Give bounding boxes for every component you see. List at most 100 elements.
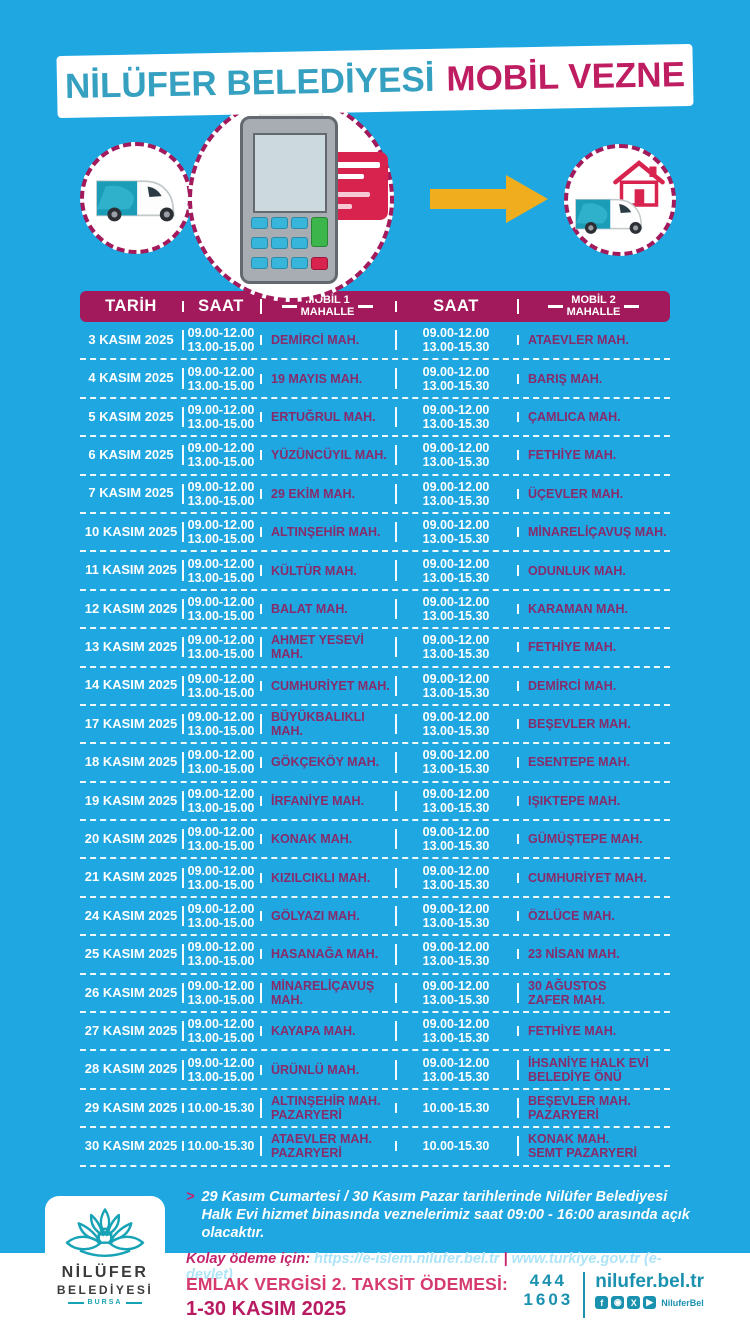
- mahalle-1-cell: KIZILCIKLI MAH.: [260, 871, 395, 885]
- social-icons: f ◉ X ▶ NiluferBel: [595, 1296, 704, 1309]
- mahalle-1-cell: YÜZÜNCÜYIL MAH.: [260, 448, 395, 462]
- time-2-cell: 09.00-12.00 13.00-15.30: [395, 748, 517, 776]
- time-2-cell: 09.00-12.00 13.00-15.30: [395, 403, 517, 431]
- pos-screen: [253, 133, 327, 213]
- call-center-number: 444 1603: [523, 1271, 574, 1309]
- date-cell: 10 KASIM 2025: [84, 523, 178, 539]
- campaign-line2: 1-30 KASIM 2025: [186, 1298, 347, 1320]
- table-row: 26 KASIM 2025 09.00-12.00 13.00-15.00 Mİ…: [80, 975, 670, 1014]
- time-1-cell: 09.00-12.00 13.00-15.00: [182, 1056, 260, 1084]
- date-cell: 5 KASIM 2025: [88, 408, 174, 424]
- payment-links: Kolay ödeme için: https://e-islem.nilufe…: [186, 1251, 662, 1284]
- youtube-icon: ▶: [643, 1296, 657, 1309]
- mahalle-2-cell: ESENTEPE MAH.: [517, 755, 670, 769]
- time-2-cell: 09.00-12.00 13.00-15.30: [395, 787, 517, 815]
- mahalle-2-cell: ÜÇEVLER MAH.: [517, 487, 670, 501]
- table-body: 3 KASIM 2025 09.00-12.00 13.00-15.00 DEM…: [80, 322, 670, 1167]
- date-cell: 25 KASIM 2025: [84, 946, 178, 962]
- mahalle-2-cell: FETHİYE MAH.: [517, 448, 670, 462]
- arrow-icon: [430, 189, 508, 209]
- divider: [583, 1272, 586, 1318]
- time-1-cell: 09.00-12.00 13.00-15.00: [182, 979, 260, 1007]
- house-icon: [613, 160, 665, 207]
- time-2-cell: 09.00-12.00 13.00-15.30: [395, 480, 517, 508]
- e-devlet-link: www.turkiye.gov.tr (e-devlet): [186, 1251, 662, 1284]
- table-row: 20 KASIM 2025 09.00-12.00 13.00-15.00 KO…: [80, 821, 670, 860]
- pos-keypad: [251, 217, 329, 273]
- date-cell: 12 KASIM 2025: [84, 600, 178, 616]
- table-row: 7 KASIM 2025 09.00-12.00 13.00-15.00 29 …: [80, 476, 670, 514]
- table-row: 24 KASIM 2025 09.00-12.00 13.00-15.00 GÖ…: [80, 898, 670, 937]
- mahalle-1-cell: KÜLTÜR MAH.: [260, 564, 395, 578]
- time-1-cell: 09.00-12.00 13.00-15.00: [182, 940, 260, 968]
- logo-name-line1: NİLÜFER: [61, 1264, 149, 1281]
- website-url: nilufer.bel.tr: [595, 1271, 704, 1292]
- time-2-cell: 09.00-12.00 13.00-15.30: [395, 633, 517, 661]
- mahalle-2-cell: ÇAMLICA MAH.: [517, 410, 670, 424]
- pos-terminal-icon: [240, 116, 338, 284]
- e-islem-link: https://e-islem.nilufer.bel.tr: [314, 1251, 500, 1268]
- time-2-cell: 09.00-12.00 13.00-15.30: [395, 518, 517, 546]
- time-2-cell: 09.00-12.00 13.00-15.30: [395, 940, 517, 968]
- mahalle-1-cell: KAYAPA MAH.: [260, 1024, 395, 1038]
- mahalle-1-cell: GÖLYAZI MAH.: [260, 909, 395, 923]
- mahalle-2-cell: BEŞEVLER MAH. PAZARYERİ: [517, 1094, 670, 1122]
- time-1-cell: 09.00-12.00 13.00-15.00: [182, 1017, 260, 1045]
- mahalle-1-cell: KONAK MAH.: [260, 832, 395, 846]
- mahalle-1-cell: İRFANİYE MAH.: [260, 794, 395, 808]
- date-cell: 29 KASIM 2025: [84, 1099, 178, 1115]
- table-row: 6 KASIM 2025 09.00-12.00 13.00-15.00 YÜZ…: [80, 437, 670, 476]
- mahalle-1-cell: ATAEVLER MAH. PAZARYERİ: [260, 1132, 395, 1160]
- notes-section: > 29 Kasım Cumartesi / 30 Kasım Pazar ta…: [186, 1188, 691, 1283]
- time-1-cell: 09.00-12.00 13.00-15.00: [182, 672, 260, 700]
- mahalle-1-cell: HASANAĞA MAH.: [260, 947, 395, 961]
- arrow-head-icon: [506, 175, 548, 223]
- lotus-logo-icon: [65, 1208, 145, 1257]
- header-saat-2: SAAT: [395, 297, 517, 316]
- time-1-cell: 09.00-12.00 13.00-15.00: [182, 365, 260, 393]
- table-row: 13 KASIM 2025 09.00-12.00 13.00-15.00 AH…: [80, 629, 670, 668]
- table-row: 12 KASIM 2025 09.00-12.00 13.00-15.00 BA…: [80, 591, 670, 630]
- date-cell: 30 KASIM 2025: [84, 1138, 178, 1154]
- mahalle-2-cell: CUMHURİYET MAH.: [517, 871, 670, 885]
- table-row: 25 KASIM 2025 09.00-12.00 13.00-15.00 HA…: [80, 936, 670, 975]
- date-cell: 3 KASIM 2025: [88, 331, 174, 347]
- time-2-cell: 09.00-12.00 13.00-15.30: [395, 1017, 517, 1045]
- mahalle-1-cell: BÜYÜKBALIKLI MAH.: [260, 710, 395, 738]
- mahalle-1-cell: CUMHURİYET MAH.: [260, 679, 395, 693]
- mahalle-2-cell: 30 AĞUSTOS ZAFER MAH.: [517, 979, 670, 1007]
- mahalle-1-cell: 29 EKİM MAH.: [260, 487, 395, 501]
- table-row: 5 KASIM 2025 09.00-12.00 13.00-15.00 ERT…: [80, 399, 670, 438]
- date-cell: 13 KASIM 2025: [84, 639, 178, 655]
- pos-red-key: [311, 257, 328, 270]
- time-1-cell: 09.00-12.00 13.00-15.00: [182, 710, 260, 738]
- time-1-cell: 09.00-12.00 13.00-15.00: [182, 518, 260, 546]
- weekend-note: > 29 Kasım Cumartesi / 30 Kasım Pazar ta…: [186, 1188, 691, 1242]
- table-row: 11 KASIM 2025 09.00-12.00 13.00-15.00 KÜ…: [80, 552, 670, 591]
- mahalle-1-cell: ALTINŞEHİR MAH. PAZARYERİ: [260, 1094, 395, 1122]
- mahalle-2-cell: İHSANİYE HALK EVİ BELEDİYE ÖNÜ: [517, 1056, 670, 1084]
- header-mobil-1: MOBİL 1 MAHALLE: [260, 294, 395, 319]
- table-row: 28 KASIM 2025 09.00-12.00 13.00-15.00 ÜR…: [80, 1051, 670, 1090]
- logo-name-line2: BELEDİYESİ: [56, 1283, 154, 1297]
- time-1-cell: 10.00-15.30: [182, 1101, 260, 1115]
- mobile-cashier-van-icon: [575, 198, 643, 234]
- mahalle-2-cell: FETHİYE MAH.: [517, 640, 670, 654]
- date-cell: 14 KASIM 2025: [84, 677, 178, 693]
- time-2-cell: 09.00-12.00 13.00-15.30: [395, 864, 517, 892]
- x-icon: X: [627, 1296, 641, 1309]
- date-cell: 4 KASIM 2025: [88, 370, 174, 386]
- time-2-cell: 10.00-15.30: [395, 1101, 517, 1115]
- service-title: MOBİL VEZNE: [446, 55, 686, 99]
- mahalle-2-cell: MİNARELİÇAVUŞ MAH.: [517, 525, 670, 539]
- facebook-icon: f: [595, 1296, 609, 1309]
- municipality-title: NİLÜFER BELEDİYESİ: [64, 59, 435, 106]
- mahalle-2-cell: ODUNLUK MAH.: [517, 564, 670, 578]
- pos-green-key: [311, 217, 328, 247]
- mahalle-1-cell: MİNARELİÇAVUŞ MAH.: [260, 979, 395, 1007]
- header-tarih: TARİH: [105, 297, 157, 315]
- mobile-cashier-van-icon: [96, 180, 175, 222]
- date-cell: 11 KASIM 2025: [85, 562, 177, 578]
- date-cell: 27 KASIM 2025: [84, 1022, 178, 1038]
- mahalle-2-cell: DEMİRCİ MAH.: [517, 679, 670, 693]
